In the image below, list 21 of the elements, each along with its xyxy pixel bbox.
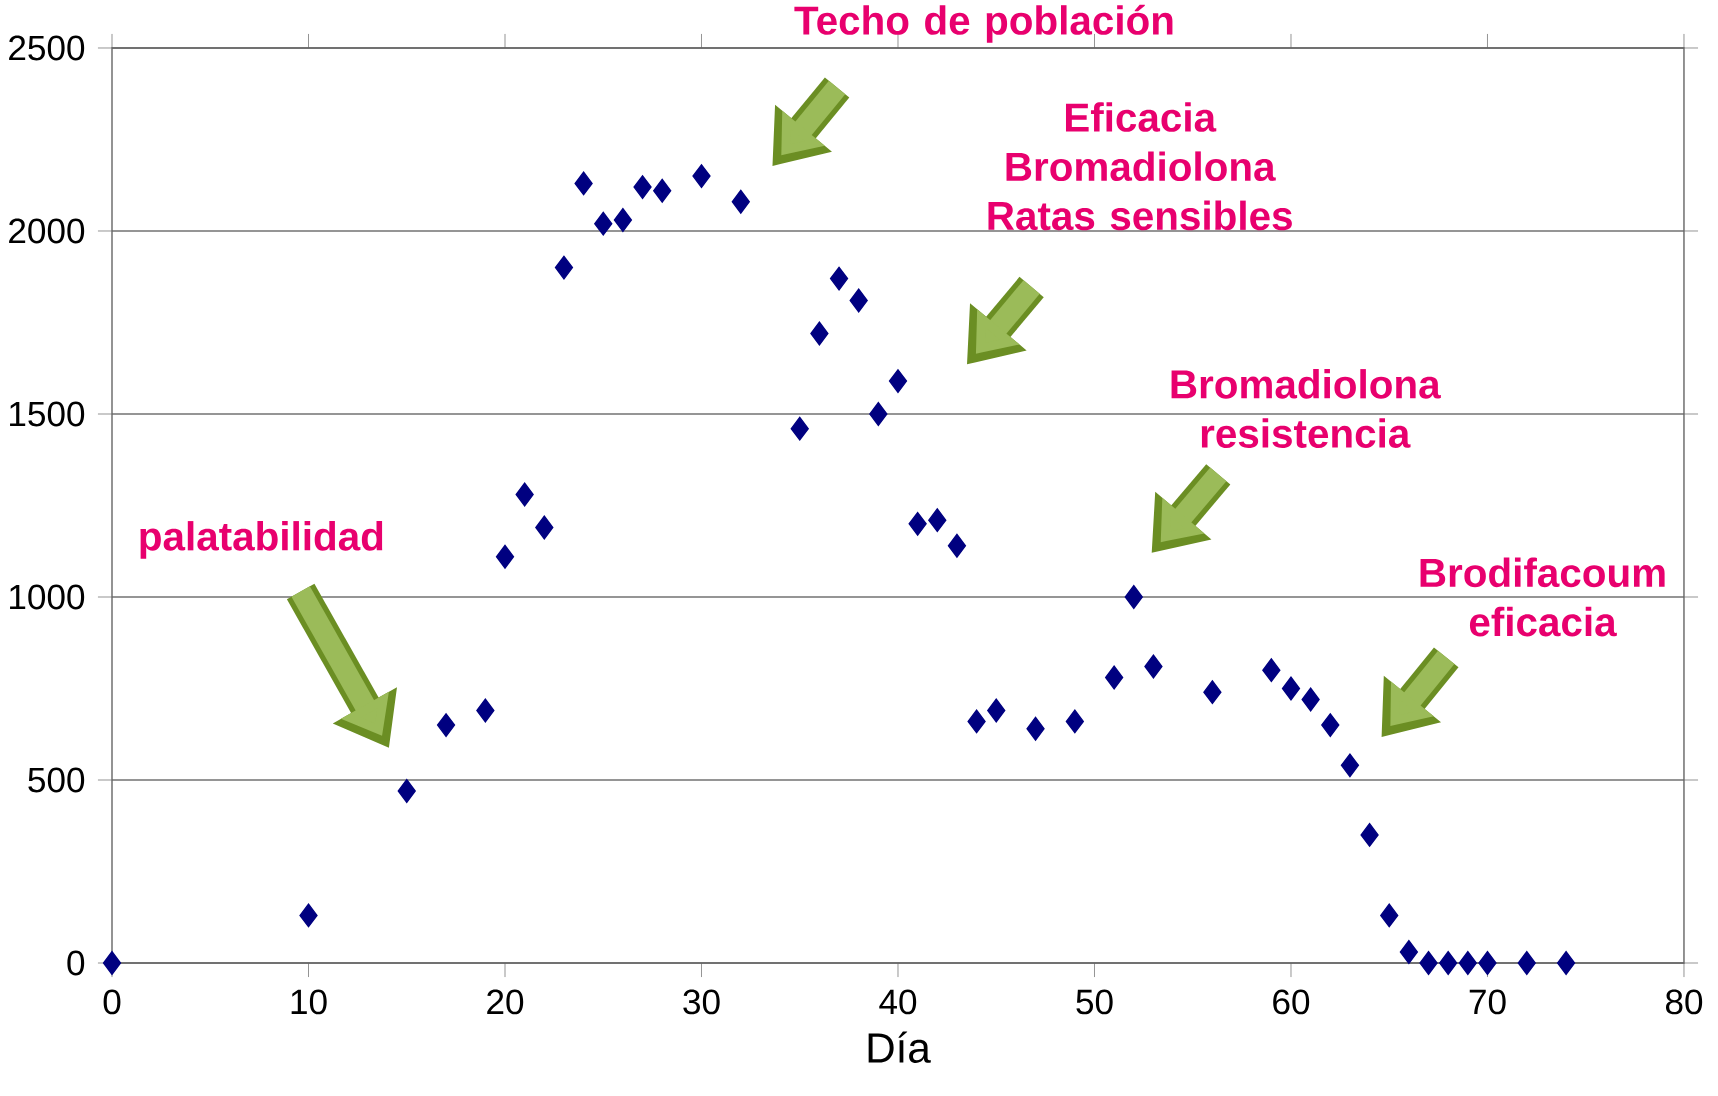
x-tick-label: 0 (103, 989, 121, 1015)
x-tick-label: 80 (1665, 989, 1703, 1015)
text: Techo de población (794, 4, 1173, 43)
annotation: Bromadiolona resistencia (1171, 369, 1441, 448)
x-tick-label: 50 (1076, 989, 1113, 1015)
x-axis-title: Día (868, 1031, 931, 1063)
x-tick-label: 60 (1273, 989, 1310, 1015)
x-tick-label: 30 (683, 989, 720, 1015)
y-tick-label: 2500 (9, 35, 85, 61)
annotation: Brodifacoum eficacia (1420, 557, 1665, 637)
x-tick-label: 40 (879, 989, 917, 1015)
y-tick-label: 2000 (9, 218, 85, 244)
x-tick-label: 10 (291, 989, 327, 1015)
y-tick-label: 500 (28, 767, 85, 793)
annotation: Eficacia Bromadiolona Ratas sensibles (988, 102, 1292, 231)
y-tick-label: 0 (67, 950, 85, 976)
annotation: palatabilidad (140, 521, 383, 559)
x-tick-label: 20 (487, 989, 524, 1015)
x-tick-label: 70 (1469, 989, 1506, 1015)
y-tick-label: 1000 (10, 584, 85, 610)
y-tick-label: 1500 (10, 401, 85, 427)
